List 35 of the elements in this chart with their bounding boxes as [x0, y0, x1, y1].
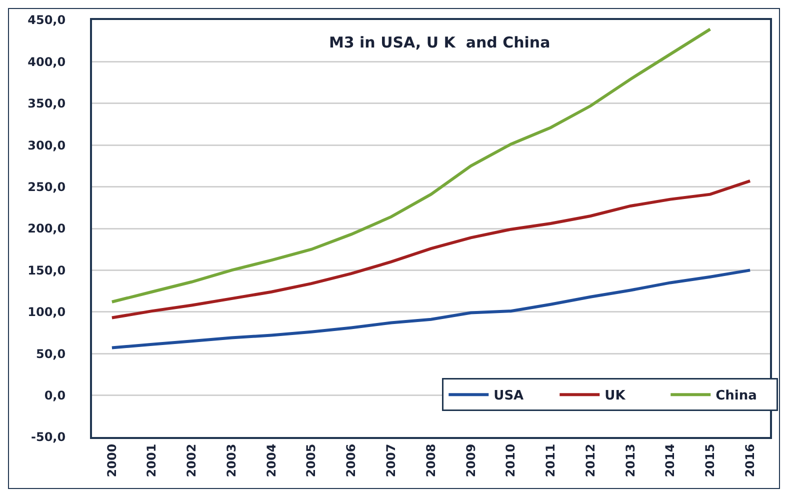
x-tick-label: 2009: [464, 444, 478, 478]
line-series: [110, 179, 752, 320]
y-tick-label: 250,0: [28, 180, 66, 194]
x-tick-label: 2000: [104, 444, 119, 478]
x-tick-label: 2015: [703, 444, 718, 478]
x-tick-label: 2012: [583, 444, 598, 478]
line-series: [110, 28, 712, 304]
x-tick-label: 2010: [504, 444, 518, 478]
x-tick-label: 2014: [663, 444, 678, 478]
line-series: [110, 268, 752, 350]
x-tick-label: 2001: [144, 444, 159, 478]
legend-label: UK: [604, 388, 626, 404]
x-tick-label: 2013: [623, 444, 638, 478]
y-tick-label: 450,0: [28, 13, 66, 28]
x-tick-label: 2004: [264, 444, 278, 478]
legend-label: China: [716, 388, 757, 404]
text: M3 in USA, U K and China: [328, 33, 550, 52]
y-tick-label: 150,0: [28, 263, 66, 278]
x-tick-label: 2006: [344, 444, 358, 478]
y-tick-label: -50,0: [31, 430, 66, 444]
x-tick-label: 2002: [184, 444, 199, 478]
x-tick-label: 2008: [424, 444, 438, 478]
y-tick-label: 100,0: [28, 305, 66, 320]
y-tick-label: 300,0: [28, 138, 66, 152]
y-tick-label: 0,0: [44, 388, 66, 402]
y-tick-label: 350,0: [28, 96, 66, 111]
x-tick-label: 2005: [304, 444, 318, 478]
x-tick-label: 2007: [384, 444, 398, 478]
y-tick-label: 50,0: [36, 346, 66, 361]
x-tick-label: 2003: [224, 444, 238, 478]
legend-label: USA: [494, 388, 524, 404]
x-tick-label: 2011: [544, 444, 558, 478]
y-tick-label: 400,0: [28, 54, 66, 69]
y-tick-label: 200,0: [28, 222, 66, 236]
x-tick-label: 2016: [742, 444, 757, 478]
